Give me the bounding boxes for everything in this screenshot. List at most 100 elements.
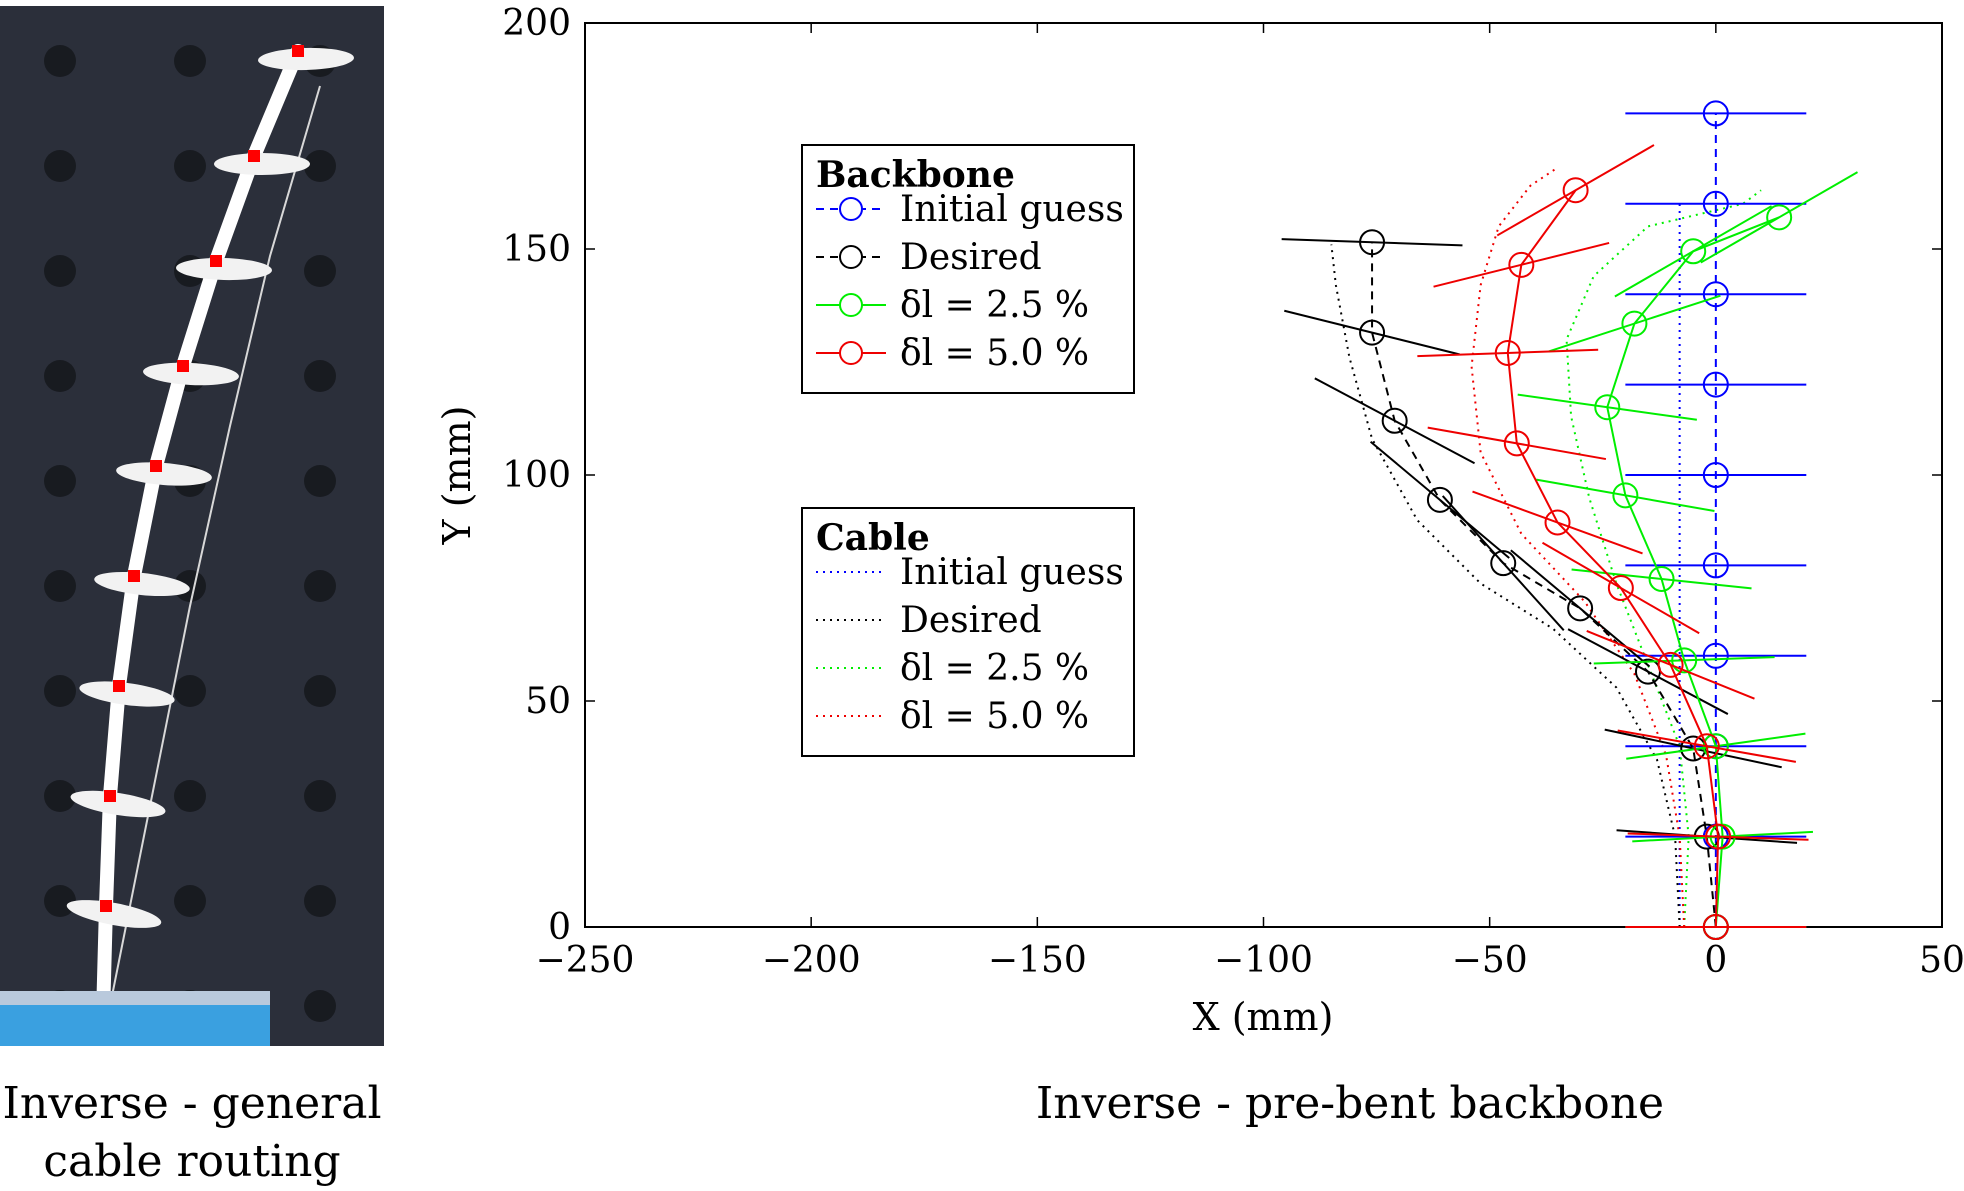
peg-hole bbox=[304, 570, 336, 602]
peg-hole bbox=[44, 255, 76, 287]
backbone-disk-marker bbox=[1281, 238, 1463, 247]
peg-hole bbox=[304, 255, 336, 287]
backbone-point bbox=[1544, 509, 1571, 536]
backbone-series-line bbox=[1606, 216, 1780, 928]
peg-hole bbox=[174, 885, 206, 917]
backbone-point bbox=[1594, 394, 1621, 421]
backbone-point bbox=[1702, 642, 1729, 669]
backbone-disk-marker bbox=[1700, 171, 1859, 264]
backbone-point bbox=[1494, 339, 1521, 366]
peg-hole bbox=[44, 885, 76, 917]
backbone-disk-marker bbox=[1614, 205, 1773, 298]
cable-series-line bbox=[1330, 244, 1681, 928]
backbone-disk-marker bbox=[1586, 630, 1755, 700]
legend-symbol bbox=[816, 197, 886, 221]
legend-label: δl = 5.0 % bbox=[900, 696, 1089, 737]
backbone-disk bbox=[66, 900, 162, 928]
peg-hole bbox=[44, 465, 76, 497]
peg-hole bbox=[304, 150, 336, 182]
backbone-disk-marker bbox=[1433, 241, 1610, 288]
routing-cable bbox=[109, 85, 321, 1007]
backbone-disk-marker bbox=[1510, 549, 1651, 668]
backbone-point bbox=[1702, 462, 1729, 488]
backbone-point bbox=[1359, 229, 1386, 256]
backbone-point bbox=[1705, 823, 1732, 850]
backbone-disk bbox=[70, 790, 166, 818]
caption-left-line1: Inverse - general bbox=[2, 1078, 382, 1129]
x-tick-label: −100 bbox=[1214, 940, 1313, 981]
y-tick-label: 0 bbox=[548, 907, 571, 948]
tracking-marker bbox=[113, 680, 125, 692]
backbone-point bbox=[1693, 733, 1720, 760]
backbone-disk-marker bbox=[1617, 729, 1797, 763]
legend-title: Backbone bbox=[816, 154, 1015, 196]
backbone-disk bbox=[143, 362, 239, 386]
backbone-disk-marker bbox=[1441, 495, 1565, 631]
backbone-point bbox=[1508, 251, 1535, 278]
peg-hole bbox=[44, 780, 76, 812]
caption-left: Inverse - general cable routing bbox=[0, 1075, 384, 1191]
x-tick-label: −250 bbox=[536, 940, 635, 981]
backbone-point bbox=[1562, 177, 1589, 204]
backbone-disk-marker bbox=[1593, 656, 1775, 665]
robot-base bbox=[0, 1001, 270, 1046]
legend-title: Cable bbox=[816, 517, 930, 559]
tracking-marker bbox=[292, 45, 304, 57]
robot-base-plate bbox=[0, 991, 270, 1005]
backbone-spine bbox=[96, 44, 305, 1023]
backbone-point bbox=[1503, 430, 1530, 457]
backbone-point bbox=[1671, 647, 1698, 674]
peg-hole bbox=[304, 885, 336, 917]
caption-right: Inverse - pre-bent backbone bbox=[1035, 1078, 1665, 1129]
x-tick-label: 50 bbox=[1919, 940, 1964, 981]
peg-hole bbox=[44, 150, 76, 182]
backbone-series-layer bbox=[1281, 100, 1859, 940]
robot-photo-image bbox=[0, 6, 384, 1046]
backbone-disk-marker bbox=[1284, 309, 1461, 356]
peg-hole bbox=[304, 780, 336, 812]
tracking-marker bbox=[104, 790, 116, 802]
tracking-marker bbox=[210, 255, 222, 267]
caption-left-line2: cable routing bbox=[43, 1136, 341, 1187]
legend-label: δl = 2.5 % bbox=[900, 648, 1089, 689]
chart-svg: −250 −200 −150 −100 −50 0 50 0 50 100 150 200 X (mm… bbox=[435, 3, 1964, 1039]
backbone-point bbox=[1657, 651, 1684, 678]
peg-hole bbox=[174, 780, 206, 812]
backbone-point bbox=[1359, 319, 1386, 346]
backbone-disk-marker bbox=[1627, 832, 1809, 841]
backbone-disk-marker bbox=[1536, 478, 1715, 513]
x-axis-label: X (mm) bbox=[1193, 995, 1334, 1039]
legend-marker bbox=[839, 245, 863, 269]
legend-label: Desired bbox=[900, 600, 1042, 641]
legend-marker bbox=[839, 197, 863, 221]
backbone-disk-marker bbox=[1548, 294, 1721, 353]
backbone-disk bbox=[258, 47, 354, 71]
backbone-point bbox=[1648, 565, 1675, 592]
legend-marker bbox=[839, 341, 863, 365]
backbone-point bbox=[1621, 310, 1648, 337]
peg-hole bbox=[44, 45, 76, 77]
peg-hole bbox=[304, 465, 336, 497]
legend-label: δl = 5.0 % bbox=[900, 333, 1089, 374]
legend-label: Initial guess bbox=[900, 189, 1124, 230]
backbone-point bbox=[1766, 204, 1793, 231]
tracking-marker bbox=[128, 570, 140, 582]
backbone-point bbox=[1702, 371, 1729, 398]
peg-hole bbox=[174, 675, 206, 707]
backbone-point bbox=[1702, 190, 1729, 217]
backbone-point bbox=[1612, 482, 1639, 509]
cable-series-line bbox=[1470, 166, 1686, 928]
backbone-point bbox=[1702, 552, 1729, 579]
backbone-point bbox=[1702, 914, 1729, 940]
backbone-point bbox=[1607, 575, 1634, 601]
peg-hole bbox=[304, 990, 336, 1022]
y-tick-label: 50 bbox=[525, 681, 571, 722]
backbone-disk bbox=[116, 462, 212, 486]
backbone-disk-marker bbox=[1472, 490, 1643, 555]
legend-box bbox=[801, 507, 1135, 757]
peg-hole bbox=[304, 360, 336, 392]
axis-ticks: −250 −200 −150 −100 −50 0 50 0 50 100 150 200 bbox=[502, 3, 1964, 981]
